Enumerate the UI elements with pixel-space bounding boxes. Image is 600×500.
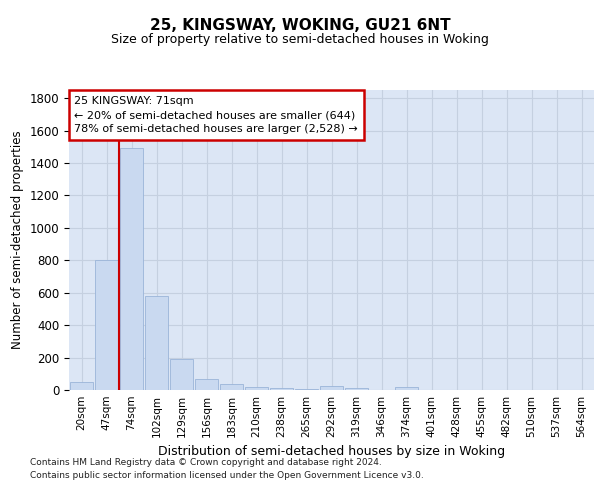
Bar	[170, 359, 193, 390]
Text: 25, KINGSWAY, WOKING, GU21 6NT: 25, KINGSWAY, WOKING, GU21 6NT	[149, 18, 451, 32]
Bar	[70, 382, 94, 390]
Bar	[194, 380, 218, 390]
Text: Size of property relative to semi-detached houses in Woking: Size of property relative to semi-detach…	[111, 32, 489, 46]
Bar	[119, 148, 143, 390]
Bar	[295, 389, 319, 390]
Bar	[269, 388, 293, 390]
Y-axis label: Number of semi-detached properties: Number of semi-detached properties	[11, 130, 24, 350]
Bar	[395, 387, 418, 390]
Text: Contains HM Land Registry data © Crown copyright and database right 2024.: Contains HM Land Registry data © Crown c…	[30, 458, 382, 467]
X-axis label: Distribution of semi-detached houses by size in Woking: Distribution of semi-detached houses by …	[158, 446, 505, 458]
Bar	[320, 386, 343, 390]
Bar	[344, 388, 368, 390]
Text: Contains public sector information licensed under the Open Government Licence v3: Contains public sector information licen…	[30, 470, 424, 480]
Bar	[145, 296, 169, 390]
Text: 25 KINGSWAY: 71sqm
← 20% of semi-detached houses are smaller (644)
78% of semi-d: 25 KINGSWAY: 71sqm ← 20% of semi-detache…	[74, 96, 358, 134]
Bar	[245, 387, 268, 390]
Bar	[220, 384, 244, 390]
Bar	[95, 260, 118, 390]
